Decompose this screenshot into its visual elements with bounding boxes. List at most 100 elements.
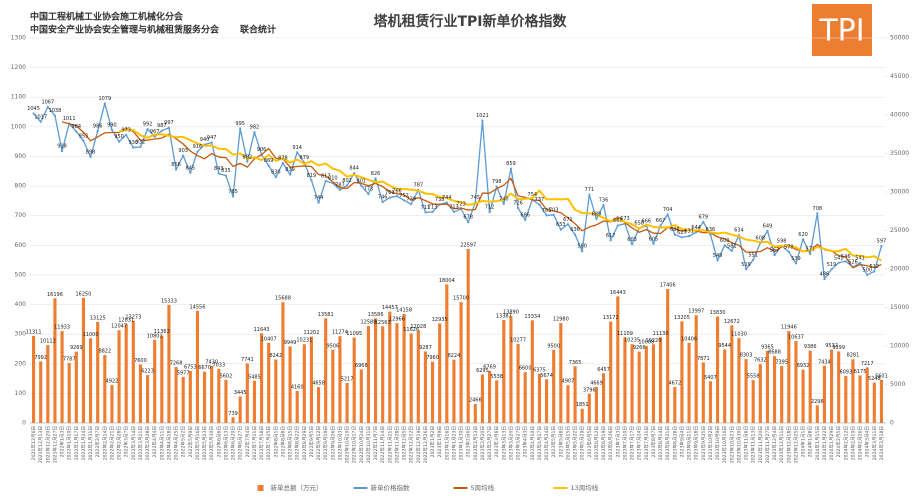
data-label: 13334 <box>524 314 540 320</box>
x-tick-label: 2022年11月14日 <box>379 426 386 463</box>
data-label: 519 <box>827 262 837 268</box>
data-label: 689 <box>592 211 602 217</box>
x-tick-label: 2024年1月1日 <box>800 426 807 457</box>
data-label: 930 <box>129 140 139 146</box>
bar <box>523 372 527 423</box>
data-label: 16443 <box>610 290 626 296</box>
bar <box>345 382 349 423</box>
bar <box>651 344 656 423</box>
y2-tick-label: 50000 <box>890 35 909 42</box>
data-label: 546 <box>841 254 851 260</box>
data-label: 11130 <box>653 331 669 337</box>
data-label: 4922 <box>106 379 119 385</box>
bar <box>124 324 128 423</box>
data-label: 10220 <box>645 338 661 344</box>
data-label: 859 <box>506 161 516 167</box>
y-tick-label: 600 <box>15 242 27 249</box>
bar <box>837 351 841 423</box>
data-label: 7217 <box>861 361 874 367</box>
data-label: 844 <box>349 166 359 172</box>
bar <box>815 405 819 423</box>
y-tick-label: 700 <box>15 212 27 219</box>
legend-swatch <box>257 485 264 491</box>
org-line-1: 中国工程机械工业协会施工机械化分会 <box>30 11 184 23</box>
point <box>858 261 862 264</box>
bar <box>295 390 299 423</box>
data-label: 13387 <box>496 313 512 319</box>
point <box>588 193 591 196</box>
legend-label: 新单总额（万元） <box>271 483 323 492</box>
data-label: 990 <box>107 122 117 128</box>
bar <box>131 320 135 423</box>
bar <box>772 356 777 423</box>
x-tick-label: 2022年12月5日 <box>401 426 408 460</box>
data-label: 7992 <box>34 355 47 361</box>
data-label: 11030 <box>731 332 747 338</box>
x-tick-label: 2021年12月27日 <box>51 426 58 463</box>
bar <box>715 316 720 423</box>
data-label: 512 <box>870 264 880 270</box>
point <box>231 195 235 198</box>
x-tick-label: 2022年3月28日 <box>144 426 151 460</box>
data-label: 12028 <box>410 324 426 330</box>
data-label: 5558 <box>747 374 760 380</box>
point <box>353 171 356 175</box>
data-label: 701 <box>542 208 552 214</box>
data-label: 8303 <box>740 353 753 359</box>
data-label: 6295 <box>476 368 489 374</box>
point <box>96 129 99 133</box>
data-label: 723 <box>456 201 466 207</box>
data-label: 712 <box>485 205 495 211</box>
x-tick-label: 2022年5月23日 <box>201 426 208 460</box>
bar <box>395 323 399 423</box>
data-label: 744 <box>442 195 452 201</box>
point <box>687 235 691 238</box>
x-tick-label: 2022年5月2日 <box>180 426 187 457</box>
point <box>374 177 377 180</box>
point <box>296 151 299 154</box>
x-tick-label: 2022年6月6日 <box>215 426 222 457</box>
data-label: 1079 <box>98 96 111 102</box>
series-line <box>61 121 882 269</box>
bar <box>281 302 285 423</box>
data-label: 2466 <box>469 398 482 404</box>
data-label: 9287 <box>419 345 432 351</box>
y2-tick-label: 10000 <box>890 343 909 350</box>
x-tick-label: 2022年2月14日 <box>101 426 108 460</box>
data-label: 679 <box>699 214 709 220</box>
data-label: 13586 <box>368 312 384 318</box>
data-label: 1038 <box>49 108 62 114</box>
data-label: 7033 <box>212 362 225 368</box>
data-label: 10235 <box>624 338 640 344</box>
point <box>274 176 277 179</box>
bar <box>487 370 492 423</box>
data-label: 754 <box>528 192 538 198</box>
data-label: 18004 <box>439 278 455 284</box>
data-label: 500 <box>862 267 872 273</box>
point <box>837 261 840 264</box>
data-label: 708 <box>813 206 823 212</box>
point <box>744 268 748 271</box>
x-tick-label: 2022年11月21日 <box>386 426 393 463</box>
data-label: 726 <box>513 200 523 206</box>
x-tick-label: 2023年12月18日 <box>785 426 792 463</box>
point <box>89 155 92 159</box>
x-tick-label: 2022年5月9日 <box>187 426 194 457</box>
bar <box>509 316 513 423</box>
x-tick-label: 2023年5月29日 <box>579 426 586 460</box>
data-label: 856 <box>171 162 181 168</box>
data-label: 11311 <box>26 329 42 335</box>
data-label: 666 <box>642 218 652 224</box>
data-label: 7741 <box>241 357 254 363</box>
data-label: 7600 <box>134 358 147 364</box>
data-label: 6600 <box>519 366 532 372</box>
x-tick-label: 2023年11月13日 <box>750 426 757 463</box>
x-tick-label: 2023年11月20日 <box>757 426 764 463</box>
point <box>288 173 292 176</box>
data-label: 541 <box>855 255 865 261</box>
bar <box>381 326 385 423</box>
data-label: 7871 <box>697 356 710 362</box>
data-label: 15700 <box>453 296 469 302</box>
bar <box>331 349 335 423</box>
point <box>82 139 85 142</box>
